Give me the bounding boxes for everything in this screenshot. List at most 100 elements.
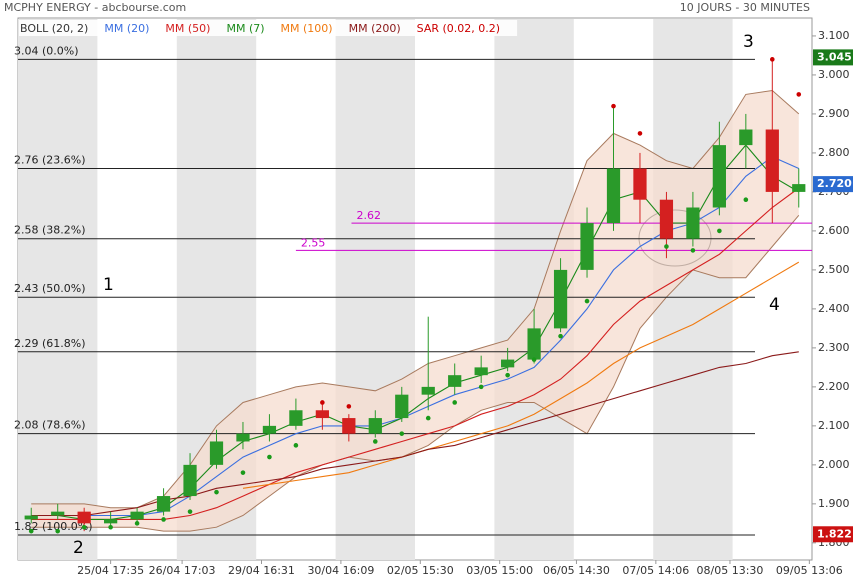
- y-tick-label: 2.400: [818, 302, 850, 315]
- sar-dot: [320, 400, 325, 405]
- sar-dot: [214, 489, 219, 495]
- candle-body: [236, 433, 250, 442]
- candle-body: [262, 425, 277, 434]
- y-tick-label: 2.900: [818, 107, 850, 120]
- candle-body: [104, 519, 118, 524]
- x-tick-label: 26/04 17:03: [149, 564, 216, 577]
- y-tick-label: 3.000: [818, 68, 850, 81]
- y-tick-label: 2.800: [818, 146, 850, 159]
- y-tick-label: 2.200: [818, 380, 850, 393]
- candle-body: [686, 207, 700, 239]
- price-marker-label: 3.045: [817, 50, 852, 63]
- fib-label: 3.04 (0.0%): [14, 44, 79, 57]
- moving-average: [242, 261, 800, 489]
- candle-body: [659, 199, 674, 239]
- price-marker: [813, 176, 853, 193]
- fib-label: 1.82 (100.0%): [14, 520, 93, 533]
- price-marker-label: 1.822: [817, 527, 852, 540]
- y-tick-label: 1.900: [818, 497, 850, 510]
- sar-dot: [399, 431, 405, 436]
- chart-title: MCPHY ENERGY - abcbourse.com: [4, 1, 186, 14]
- candle-body: [130, 511, 144, 520]
- chart-subtitle: 10 JOURS - 30 MINUTES: [680, 1, 810, 14]
- x-tick-label: 03/05 15:00: [466, 564, 533, 577]
- fib-label: 2.76 (23.6%): [14, 154, 86, 167]
- y-tick-label: 3.100: [818, 29, 850, 42]
- candle-body: [606, 168, 621, 224]
- fib-label: 2.08 (78.6%): [14, 419, 86, 432]
- sar-dot: [690, 248, 696, 253]
- legend-entry: MM (200): [349, 22, 401, 35]
- sar-dot: [240, 470, 246, 475]
- annotation: 1: [103, 275, 114, 295]
- candle-body: [553, 269, 568, 329]
- candle-body: [474, 367, 488, 376]
- sar-dot: [611, 103, 616, 109]
- sar-dot: [267, 454, 272, 460]
- annotation: 4: [769, 295, 780, 315]
- sar-dot: [452, 400, 458, 405]
- y-tick-label: 2.000: [818, 458, 850, 471]
- candle-body: [156, 496, 171, 512]
- fib-label: 2.29 (61.8%): [14, 337, 86, 350]
- sar-dot: [796, 92, 802, 97]
- sar-dot: [558, 333, 563, 339]
- candle-body: [739, 129, 753, 146]
- sar-dot: [478, 384, 484, 390]
- x-tick-label: 09/05 13:06: [776, 564, 843, 577]
- candle-body: [633, 168, 647, 200]
- sar-dot: [134, 521, 140, 526]
- y-tick-label: 2.100: [818, 419, 850, 432]
- sar-dot: [531, 357, 537, 362]
- x-tick-label: 25/04 17:35: [77, 564, 144, 577]
- bollinger-fill: [31, 90, 799, 532]
- price-marker: [813, 49, 853, 66]
- candle-body: [527, 328, 541, 360]
- moving-average: [31, 187, 800, 520]
- candle-body: [51, 511, 65, 516]
- candle-body: [765, 129, 779, 192]
- sar-dot: [770, 57, 775, 62]
- price-marker-label: 2.720: [817, 177, 852, 190]
- candle-body: [421, 386, 435, 395]
- candle-body: [368, 418, 382, 434]
- candle-body: [395, 394, 409, 419]
- candle-body: [183, 464, 197, 497]
- candle-body: [24, 515, 38, 520]
- legend-entry: SAR (0.02, 0.2): [417, 22, 500, 35]
- candle-body: [342, 418, 356, 434]
- candle-body: [448, 375, 462, 387]
- legend-entry: MM (20): [104, 22, 149, 35]
- bollinger-lower: [31, 214, 800, 532]
- legend-bg: [19, 20, 518, 36]
- y-tick-label: 2.500: [818, 263, 850, 276]
- sar-dot: [161, 517, 166, 522]
- x-tick-label: 29/04 16:31: [228, 564, 295, 577]
- y-tick-label: 2.300: [818, 341, 850, 354]
- sar-dot: [637, 131, 643, 136]
- candle-body: [501, 359, 515, 368]
- x-tick-label: 02/05 15:30: [387, 564, 454, 577]
- candle-body: [77, 511, 91, 524]
- legend-entry: MM (50): [165, 22, 210, 35]
- legend-entry: BOLL (20, 2): [20, 22, 88, 35]
- sar-dot: [108, 524, 113, 530]
- candle-body: [712, 145, 726, 208]
- annotation: 3: [743, 32, 754, 52]
- candle-body: [792, 184, 806, 192]
- candle-body: [315, 410, 329, 419]
- annotation: 2: [73, 538, 84, 558]
- x-tick-label: 08/05 13:30: [697, 564, 764, 577]
- sar-dot: [55, 528, 60, 534]
- price-marker: [813, 526, 853, 543]
- y-tick-label: 2.600: [818, 224, 850, 237]
- sar-dot: [425, 415, 431, 421]
- day-band: [18, 19, 98, 560]
- level-label: 2.62: [356, 209, 381, 222]
- sar-dot: [584, 298, 590, 304]
- x-tick-label: 07/05 14:06: [622, 564, 689, 577]
- sar-dot: [28, 528, 34, 534]
- sar-dot: [293, 443, 299, 448]
- legend-entry: MM (100): [281, 22, 333, 35]
